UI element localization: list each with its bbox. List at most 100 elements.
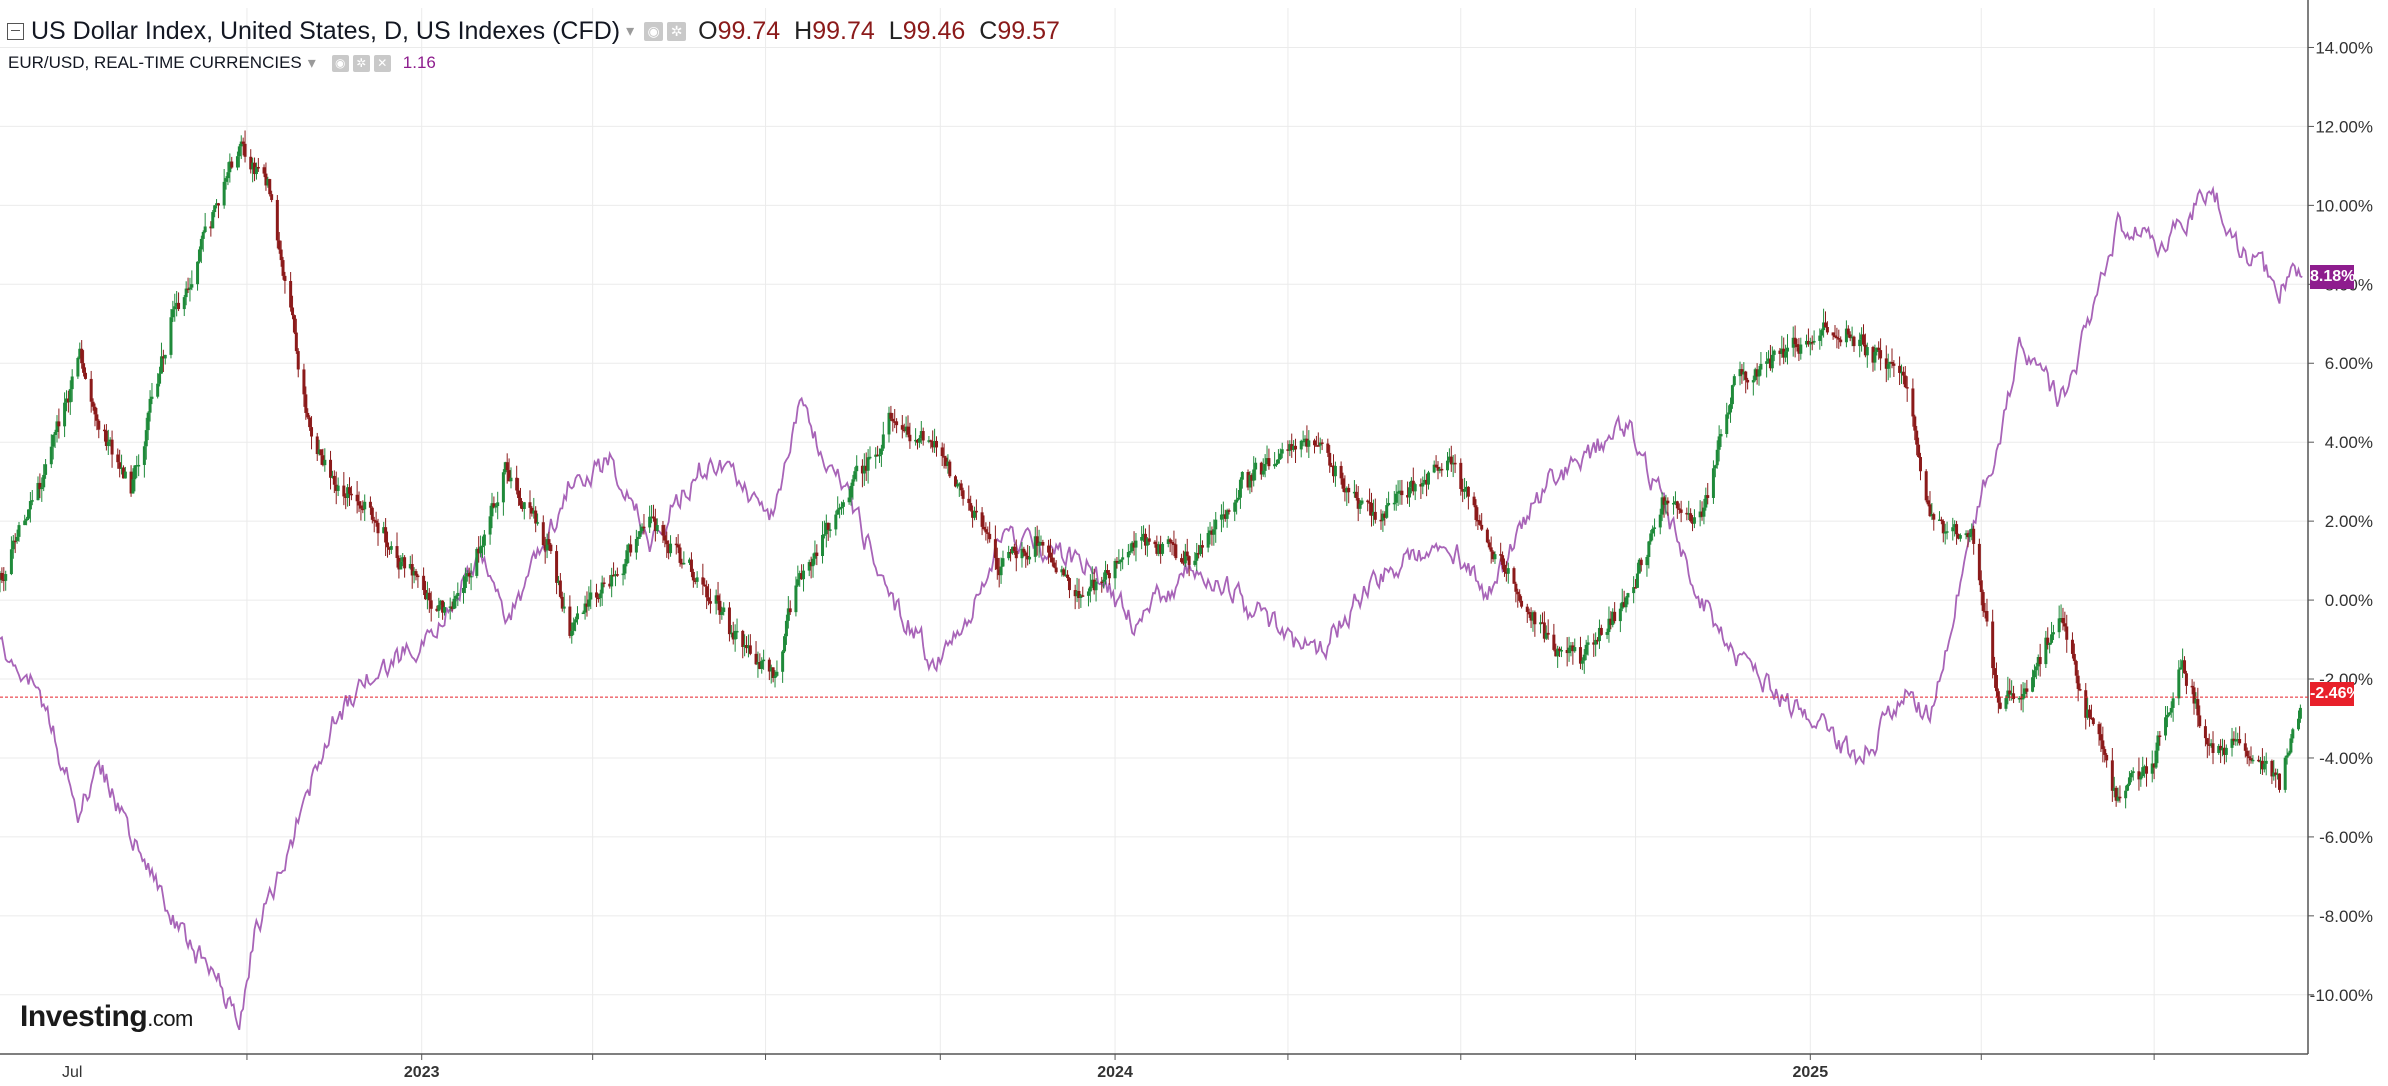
candle-body <box>1651 528 1655 534</box>
candle-body <box>1791 337 1795 348</box>
candle-body <box>944 457 948 466</box>
candle-body <box>1506 568 1510 574</box>
candle-body <box>161 356 165 359</box>
x-axis[interactable]: Jul 2023 2024 2025 <box>62 1054 2155 1081</box>
candle-body <box>1185 551 1189 557</box>
candle-body <box>370 507 374 520</box>
candle-body <box>1161 543 1165 554</box>
candle-body <box>906 426 910 435</box>
candle-body <box>1259 462 1263 475</box>
candle-body <box>106 441 110 446</box>
candle-body <box>1860 334 1864 340</box>
candle-body <box>1288 444 1292 451</box>
candle-body <box>1081 595 1085 597</box>
candle-body <box>490 503 494 517</box>
candle-body <box>2006 690 2010 699</box>
candle-body <box>131 479 135 494</box>
candle-body <box>942 456 946 458</box>
candle-body <box>1937 519 1941 522</box>
candle-body <box>1086 591 1090 596</box>
candle-body <box>2274 772 2278 775</box>
candle-body <box>1007 551 1011 559</box>
candle-body <box>1966 533 1970 538</box>
gear-icon[interactable]: ✲ <box>667 21 687 41</box>
y-axis[interactable]: 14.00%12.00%10.00%8.00%6.00%4.00%2.00%0.… <box>2308 38 2373 1005</box>
candle-body <box>1009 551 1013 554</box>
candle-body <box>878 454 882 457</box>
chevron-down-icon[interactable]: ▾ <box>307 55 316 72</box>
candle-body <box>1499 554 1503 556</box>
investing-logo: Investing.com <box>20 1000 193 1034</box>
candle-body <box>2209 743 2213 746</box>
candle-body <box>1702 507 1706 517</box>
candle-body <box>518 498 522 506</box>
candle-body <box>408 564 412 569</box>
candle-body <box>1732 376 1736 386</box>
candle-body <box>741 630 745 647</box>
candle-body <box>2145 766 2149 774</box>
candle-body <box>1666 500 1670 504</box>
candle-body <box>1685 512 1689 515</box>
candle-body <box>530 507 534 514</box>
candle-body <box>2074 661 2078 676</box>
candle-body <box>44 464 48 475</box>
main-series-title[interactable]: US Dollar Index, United States, D, US In… <box>31 16 621 45</box>
candle-body <box>1556 648 1560 657</box>
candle-body <box>95 414 99 421</box>
candle-body <box>1692 517 1696 524</box>
candle-body <box>866 457 870 471</box>
candle-body <box>2012 693 2016 700</box>
candle-body <box>1584 644 1588 655</box>
candle-body <box>1679 509 1683 513</box>
candle-body <box>359 505 363 509</box>
candle-body <box>902 429 906 432</box>
candle-body <box>773 675 777 678</box>
candle-body <box>304 394 308 413</box>
candle-body <box>993 539 997 558</box>
candle-body <box>1212 529 1216 535</box>
candle-body <box>1558 648 1562 651</box>
candle-body <box>1567 647 1571 654</box>
candle-body <box>881 434 885 449</box>
candle-body <box>283 275 287 281</box>
candle-body <box>36 482 40 501</box>
candle-body <box>1238 479 1242 498</box>
x-tick-label: Jul <box>62 1064 82 1081</box>
overlay-series-title[interactable]: EUR/USD, REAL-TIME CURRENCIES <box>8 53 302 72</box>
candle-body <box>437 605 441 611</box>
candle-body <box>1341 478 1345 489</box>
candle-body <box>102 429 106 432</box>
visibility-eye-icon[interactable]: ◉ <box>331 54 349 72</box>
visibility-eye-icon[interactable]: ◉ <box>644 21 664 41</box>
candle-body <box>731 632 735 640</box>
candle-body <box>1706 495 1710 498</box>
candle-body <box>2089 717 2093 720</box>
candle-body <box>707 597 711 602</box>
candle-body <box>972 510 976 518</box>
candle-body <box>1594 639 1598 645</box>
candle-body <box>1810 341 1814 344</box>
candle-body <box>159 356 163 374</box>
gear-icon[interactable]: ✲ <box>352 54 370 72</box>
candle-body <box>2264 760 2268 764</box>
candle-body <box>1645 557 1649 566</box>
candle-body <box>1611 611 1615 625</box>
candle-body <box>15 536 19 541</box>
collapse-legend-button[interactable] <box>7 22 24 40</box>
chevron-down-icon[interactable]: ▾ <box>626 23 635 40</box>
close-icon[interactable]: ✕ <box>373 54 391 72</box>
candle-body <box>1991 621 1995 669</box>
chart-frame <box>0 0 2309 1055</box>
candle-body <box>1751 380 1755 383</box>
candle-body <box>824 522 828 535</box>
candle-body <box>1130 542 1134 552</box>
candle-body <box>492 503 496 508</box>
candle-body <box>798 573 802 580</box>
candle-body <box>120 467 124 469</box>
candle-body <box>959 483 963 491</box>
candle-body <box>1352 491 1356 494</box>
candle-body <box>1219 514 1223 520</box>
candle-body <box>1254 462 1258 470</box>
candle-body <box>361 508 365 511</box>
